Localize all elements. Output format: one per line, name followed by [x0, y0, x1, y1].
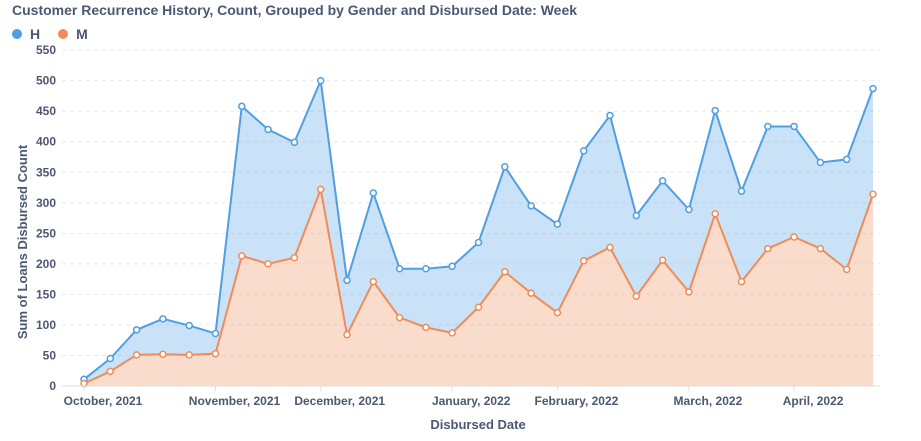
data-point-m[interactable] [790, 233, 798, 241]
data-point-h[interactable] [842, 155, 851, 164]
data-point-h[interactable] [290, 138, 299, 147]
data-point-h[interactable] [816, 158, 825, 167]
legend-label-m: M [76, 26, 88, 42]
y-tick-label: 500 [36, 74, 56, 88]
data-point-m[interactable] [764, 244, 772, 253]
data-point-h[interactable] [737, 187, 746, 195]
x-tick-label: October, 2021 [64, 394, 143, 408]
data-point-m[interactable] [395, 313, 404, 322]
data-point-m[interactable] [816, 244, 825, 253]
axes: 0 50 100 150 200 250 300 350 400 450 500 550 October… [36, 43, 880, 408]
x-tick-label: April, 2022 [783, 394, 844, 408]
y-tick-label: 200 [36, 257, 56, 271]
y-tick-label: 0 [49, 379, 56, 393]
point-layer [80, 76, 877, 388]
data-point-m[interactable] [316, 185, 325, 194]
data-point-h[interactable] [711, 106, 719, 115]
data-point-h[interactable] [790, 122, 798, 131]
data-point-h[interactable] [343, 276, 351, 285]
data-point-m[interactable] [264, 260, 272, 268]
data-point-h[interactable] [316, 76, 325, 85]
y-tick-label: 550 [36, 43, 56, 57]
data-point-m[interactable] [448, 329, 456, 337]
data-point-h[interactable] [553, 220, 562, 228]
data-point-h[interactable] [527, 202, 535, 210]
y-tick-label: 150 [36, 287, 56, 301]
data-point-m[interactable] [579, 257, 588, 265]
data-point-h[interactable] [185, 321, 193, 330]
y-tick-label: 300 [36, 196, 56, 210]
y-axis-title: Sum of Loans Disbursed Count [15, 144, 30, 339]
x-tick-label: February, 2022 [534, 394, 618, 408]
data-point-m[interactable] [238, 252, 246, 260]
data-point-m[interactable] [211, 349, 220, 358]
legend-label-h: H [30, 26, 41, 42]
data-point-h[interactable] [422, 264, 430, 273]
data-point-m[interactable] [369, 277, 378, 286]
data-point-m[interactable] [422, 323, 430, 332]
data-point-h[interactable] [238, 102, 246, 111]
y-tick-label: 100 [36, 318, 56, 332]
chart-title: Customer Recurrence History, Count, Grou… [12, 2, 578, 18]
area-h [84, 80, 873, 384]
y-tick-label: 350 [36, 165, 56, 179]
data-point-m[interactable] [159, 350, 167, 358]
data-point-m[interactable] [842, 265, 851, 274]
grid-lines [62, 49, 880, 387]
data-point-m[interactable] [474, 303, 483, 311]
legend-item-m[interactable]: M [58, 26, 88, 42]
data-point-m[interactable] [606, 243, 614, 252]
x-tick-label: December, 2021 [294, 394, 385, 408]
data-point-h[interactable] [501, 163, 509, 171]
y-tick-label: 250 [36, 226, 56, 240]
data-point-m[interactable] [132, 351, 141, 359]
x-tick-label: January, 2022 [432, 394, 511, 408]
data-point-m[interactable] [185, 351, 193, 359]
legend-swatch-m [58, 29, 69, 39]
data-point-m[interactable] [106, 367, 115, 376]
x-tick-label: November, 2021 [189, 394, 281, 408]
data-point-h[interactable] [106, 354, 115, 363]
data-point-m[interactable] [685, 288, 693, 296]
area-m [84, 189, 873, 386]
data-point-h[interactable] [606, 111, 614, 120]
y-tick-label: 400 [36, 135, 56, 149]
y-tick-label: 50 [43, 348, 57, 362]
data-point-m[interactable] [658, 256, 667, 264]
data-point-m[interactable] [290, 254, 299, 262]
data-point-h[interactable] [132, 326, 141, 334]
data-point-m[interactable] [501, 268, 509, 276]
x-tick-label: March, 2022 [674, 394, 743, 408]
area-layer [84, 80, 873, 386]
legend-swatch-h [12, 29, 22, 39]
data-point-h[interactable] [395, 264, 404, 273]
data-point-m[interactable] [527, 289, 535, 297]
y-tick-label: 450 [36, 104, 56, 118]
legend: H M [12, 26, 88, 42]
data-point-h[interactable] [658, 177, 667, 185]
data-point-m[interactable] [553, 308, 562, 317]
data-point-m[interactable] [711, 210, 719, 218]
data-point-h[interactable] [369, 189, 378, 197]
data-point-h[interactable] [869, 84, 877, 93]
data-point-h[interactable] [632, 211, 641, 220]
data-point-m[interactable] [737, 277, 746, 286]
data-point-m[interactable] [869, 190, 877, 198]
data-point-h[interactable] [211, 329, 220, 338]
data-point-h[interactable] [159, 315, 167, 323]
data-point-m[interactable] [632, 292, 641, 300]
data-point-m[interactable] [343, 330, 351, 339]
data-point-h[interactable] [448, 262, 456, 271]
data-point-h[interactable] [474, 238, 483, 247]
data-point-h[interactable] [579, 147, 588, 155]
x-axis-title: Disbursed Date [430, 417, 525, 432]
data-point-h[interactable] [264, 125, 272, 134]
legend-item-h[interactable]: H [12, 26, 40, 42]
data-point-h[interactable] [764, 122, 772, 131]
data-point-h[interactable] [685, 205, 693, 214]
